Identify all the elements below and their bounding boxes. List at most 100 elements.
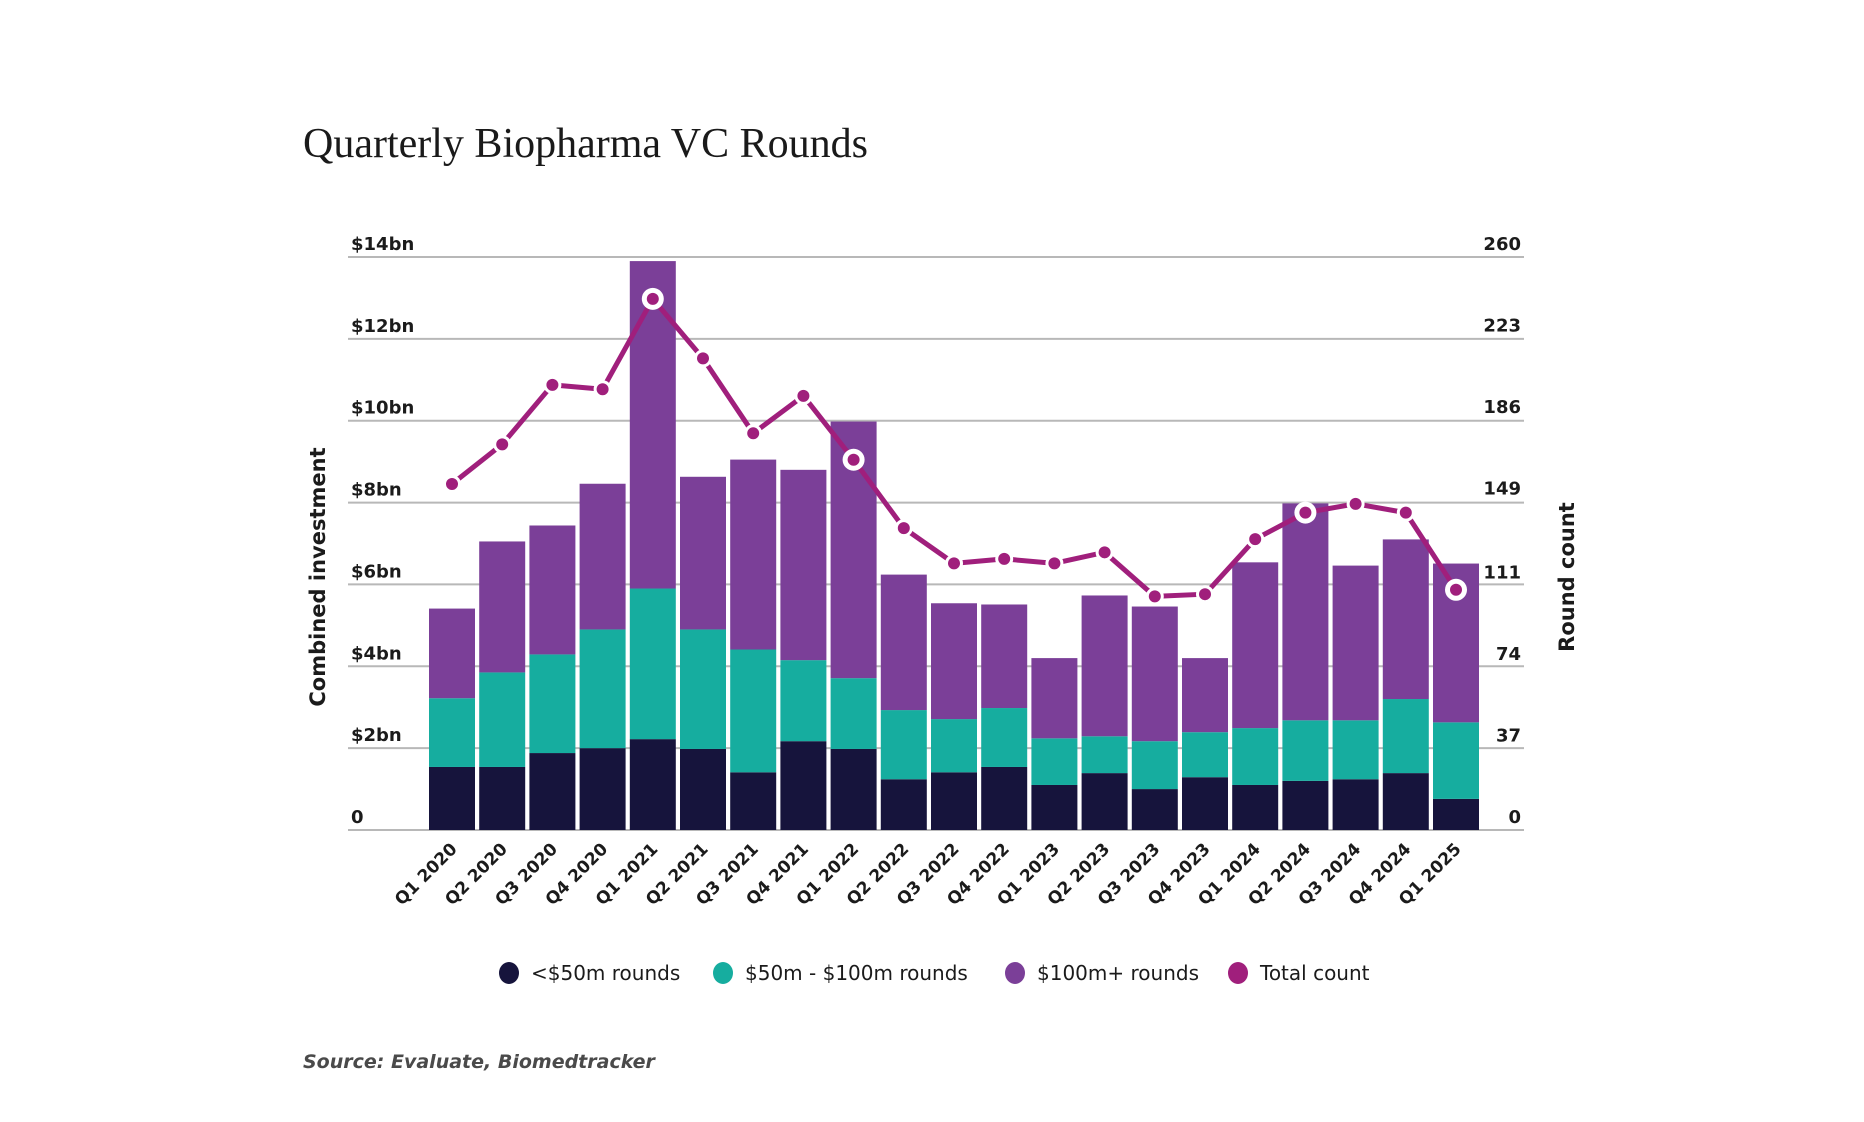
bar-segment (1031, 738, 1078, 785)
bar-segment (730, 772, 777, 830)
bar-segment (579, 748, 626, 830)
bar-segment (981, 708, 1028, 767)
legend-label: $50m - $100m rounds (745, 961, 968, 985)
legend-item: $50m - $100m rounds (713, 961, 968, 985)
bar-segment (1081, 736, 1128, 774)
count-marker (945, 554, 963, 573)
bar-segment (529, 525, 576, 655)
count-marker (593, 380, 612, 399)
bar-segment (1182, 777, 1228, 830)
y2-tick-label: 223 (1483, 316, 1521, 337)
bar-segment (931, 603, 977, 720)
chart-title: Quarterly Biopharma VC Rounds (303, 121, 868, 167)
y-tick-label: $12bn (351, 316, 414, 337)
bar-segment (880, 779, 927, 830)
count-marker (1095, 543, 1114, 562)
bar-segment (780, 741, 827, 830)
bar-segment (981, 766, 1028, 830)
bar-segment (1232, 728, 1279, 785)
count-marker (694, 349, 712, 368)
count-marker (493, 435, 512, 454)
bars (429, 261, 1479, 830)
bar-segment (1081, 773, 1128, 830)
bar-segment (730, 459, 777, 650)
total-count-line (443, 287, 1467, 606)
legend-label: <$50m rounds (531, 961, 680, 985)
bar-segment (529, 753, 576, 830)
count-marker (1346, 494, 1365, 513)
bar-segment (629, 739, 676, 830)
y2-tick-label: 186 (1483, 397, 1521, 418)
bar-segment (1131, 741, 1178, 790)
y2-tick-label: 0 (1508, 807, 1521, 828)
legend-swatch-icon (1005, 962, 1025, 984)
y-tick-label: $2bn (351, 725, 402, 746)
bar-segment (1282, 720, 1329, 781)
bar-segment (1332, 720, 1379, 780)
count-marker (543, 375, 562, 394)
legend-swatch-icon (713, 962, 733, 984)
bar-segment (1332, 779, 1379, 830)
bar-segment (1382, 699, 1429, 774)
bar-segment (429, 608, 475, 699)
count-marker (894, 519, 913, 538)
count-marker (646, 292, 659, 305)
bar-segment (1232, 562, 1279, 729)
y-tick-label: $8bn (351, 480, 402, 501)
bar-segment (1332, 565, 1379, 721)
y-axis-title: Combined investment (306, 447, 330, 706)
bar-segment (1282, 780, 1329, 830)
bar-segment (1081, 595, 1128, 737)
y-tick-label: $6bn (351, 561, 402, 582)
count-marker (1196, 585, 1214, 604)
bar-segment (629, 261, 676, 589)
bar-segment (1031, 784, 1078, 830)
legend: <$50m rounds $50m - $100m rounds $100m+ ro… (499, 961, 1370, 985)
y-tick-label: $10bn (351, 398, 414, 419)
bar-segment (479, 766, 526, 830)
bar-segment (1131, 789, 1178, 830)
y2-tick-label: 260 (1483, 234, 1521, 255)
bar-segment (780, 660, 827, 742)
legend-swatch-icon (499, 962, 519, 984)
bar-segment (830, 678, 877, 749)
y-tick-label: $14bn (351, 234, 414, 255)
bar-segment (1433, 722, 1479, 799)
bar-segment (629, 588, 676, 740)
bar-segment (1282, 503, 1329, 721)
bar-segment (479, 541, 526, 673)
legend-swatch-icon (1228, 962, 1248, 984)
bar-segment (880, 710, 927, 780)
bar-segment (1382, 773, 1429, 830)
legend-item: Total count (1228, 961, 1370, 985)
bar-segment (680, 748, 726, 830)
bar-segment (429, 698, 475, 767)
bar-segment (880, 574, 927, 711)
bar-segment (680, 476, 726, 630)
count-marker (1450, 583, 1462, 596)
bar-segment (579, 483, 626, 630)
count-marker (995, 549, 1014, 568)
count-marker (1396, 503, 1415, 522)
bar-segment (1182, 658, 1228, 733)
bar-segment (680, 629, 726, 749)
bar-segment (931, 772, 977, 830)
count-marker (847, 453, 860, 466)
bar-segment (830, 748, 877, 830)
bar-segment (1382, 539, 1429, 700)
bar-segment (429, 766, 475, 830)
count-marker (1045, 554, 1064, 573)
bar-segment (1031, 658, 1078, 739)
bar-segment (579, 629, 626, 749)
y2-tick-label: 74 (1496, 644, 1521, 665)
bar-segment (780, 469, 827, 661)
count-marker (443, 474, 461, 493)
bar-segment (730, 649, 777, 773)
y2-tick-label: 37 (1496, 725, 1521, 746)
bar-segment (981, 604, 1028, 709)
count-marker (1246, 530, 1265, 549)
y2-axis-title: Round count (1555, 502, 1579, 652)
y-tick-label: 0 (351, 807, 364, 828)
count-marker (744, 424, 763, 443)
legend-item: <$50m rounds (499, 961, 680, 985)
